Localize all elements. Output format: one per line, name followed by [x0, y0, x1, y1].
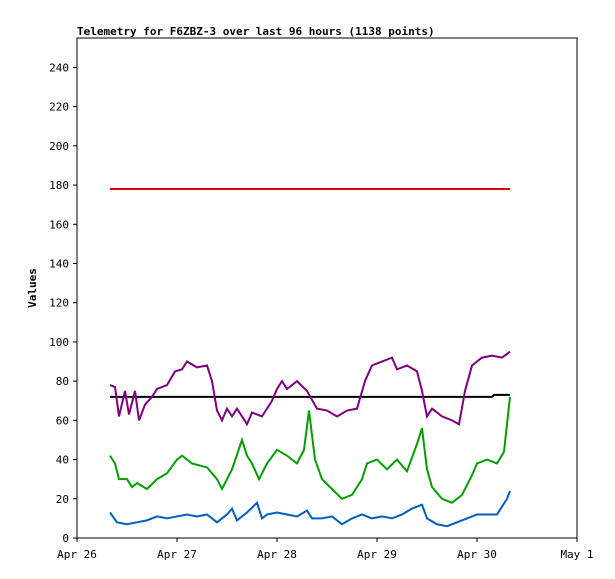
x-tick-label: May 1: [560, 548, 593, 561]
y-tick-label: 220: [49, 101, 69, 114]
chart-title: Telemetry for F6ZBZ-3 over last 96 hours…: [77, 25, 435, 38]
series-line: [110, 393, 510, 398]
y-tick-label: 180: [49, 179, 69, 192]
series-line: [109, 490, 511, 528]
y-tick-label: 0: [62, 532, 69, 545]
series-line: [109, 396, 511, 504]
x-tick-label: Apr 29: [357, 548, 397, 561]
x-tick-label: Apr 26: [57, 548, 97, 561]
y-tick-label: 80: [56, 375, 69, 388]
x-tick-label: Apr 28: [257, 548, 297, 561]
plot-frame: [76, 37, 578, 539]
y-tick-label: 140: [49, 257, 69, 270]
y-axis-label: Values: [26, 268, 39, 308]
series-line: [109, 350, 511, 427]
x-tick-label: Apr 30: [457, 548, 497, 561]
x-tick-label: Apr 27: [157, 548, 197, 561]
y-tick-label: 60: [56, 414, 69, 427]
y-tick-label: 40: [56, 454, 69, 467]
y-tick-label: 100: [49, 336, 69, 349]
y-tick-label: 200: [49, 140, 69, 153]
y-tick-label: 120: [49, 297, 69, 310]
y-tick-label: 160: [49, 218, 69, 231]
y-tick-label: 20: [56, 493, 69, 506]
y-tick-label: 240: [49, 61, 69, 74]
